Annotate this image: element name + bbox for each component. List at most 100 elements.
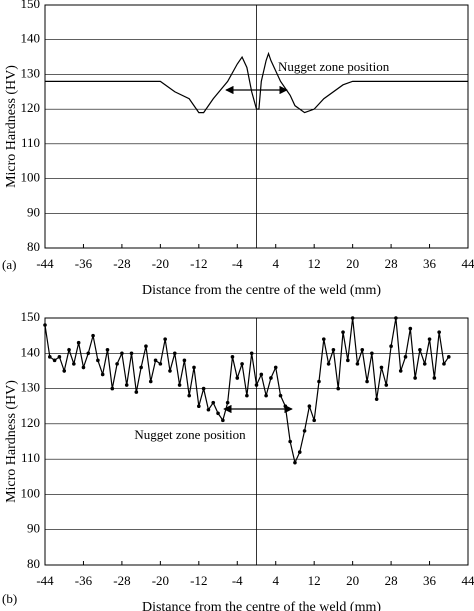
data-point (91, 333, 95, 338)
data-point (297, 450, 302, 454)
data-point (312, 418, 316, 423)
data-point (158, 362, 163, 366)
data-point (182, 358, 187, 363)
data-point (62, 369, 67, 373)
data-point (201, 386, 206, 391)
data-point (100, 372, 105, 377)
y-tick-label: 120 (21, 415, 41, 430)
x-tick-label: -44 (36, 256, 54, 271)
data-point (341, 330, 345, 334)
data-point (394, 316, 398, 320)
data-point (422, 362, 427, 366)
data-point (148, 379, 153, 384)
y-tick-label: 100 (21, 485, 41, 500)
x-tick-label: 20 (346, 573, 359, 588)
data-point (249, 351, 254, 356)
y-tick-label: 120 (21, 100, 41, 115)
data-line (44, 317, 450, 465)
data-point (254, 383, 259, 387)
x-tick-label: -20 (152, 573, 169, 588)
x-tick-label: -4 (232, 256, 243, 271)
x-tick-label: -36 (75, 573, 93, 588)
y-tick-label: 110 (21, 135, 40, 150)
x-tick-label: -28 (113, 256, 130, 271)
data-point (168, 369, 172, 373)
data-point (432, 376, 437, 380)
data-point (360, 347, 365, 352)
data-point (134, 390, 139, 394)
data-point (57, 355, 62, 359)
plot-frame (44, 4, 469, 249)
data-point (370, 351, 374, 356)
data-point (216, 411, 220, 416)
y-tick-label: 130 (21, 380, 41, 395)
data-point (245, 393, 249, 398)
data-point (43, 323, 47, 327)
x-tick-label: 12 (308, 256, 321, 271)
data-point (288, 439, 292, 444)
data-point (269, 376, 273, 380)
panel-label: (a) (2, 257, 16, 272)
panel-label: (b) (2, 591, 17, 606)
data-point (72, 362, 76, 366)
data-point (153, 358, 158, 363)
x-tick-label: -12 (190, 573, 207, 588)
data-point (96, 358, 100, 363)
x-tick-label: 44 (462, 256, 474, 271)
data-point (403, 355, 408, 359)
data-point (278, 393, 283, 398)
data-point (398, 369, 403, 373)
x-tick-label: 28 (385, 573, 398, 588)
data-point (321, 337, 326, 341)
data-point (302, 429, 307, 433)
data-point (211, 400, 216, 405)
x-tick-label: 4 (272, 573, 279, 588)
x-tick-label: -4 (232, 573, 243, 588)
data-point (326, 362, 331, 366)
data-point (48, 355, 52, 359)
data-point (110, 386, 115, 391)
data-point (187, 393, 192, 398)
data-point (379, 365, 384, 370)
x-tick-label: 36 (423, 256, 437, 271)
data-point (307, 404, 312, 409)
data-point (86, 351, 91, 356)
y-tick-label: 100 (21, 170, 41, 185)
data-point (273, 365, 278, 370)
data-point (355, 362, 360, 366)
y-tick-label: 140 (21, 31, 41, 46)
y-tick-label: 140 (21, 344, 41, 359)
data-line (45, 51, 468, 114)
x-tick-label: 44 (462, 573, 474, 588)
x-tick-label: -28 (113, 573, 130, 588)
annotation: Nugget zone position (278, 59, 390, 74)
y-tick-label: 90 (27, 521, 40, 536)
data-point (437, 330, 441, 334)
data-point (235, 376, 240, 380)
x-tick-label: 20 (346, 256, 359, 271)
data-point (442, 362, 446, 366)
data-point (76, 340, 81, 345)
data-point (408, 326, 413, 331)
data-point (331, 347, 336, 352)
data-point (52, 358, 57, 363)
x-tick-label: -12 (190, 256, 207, 271)
data-point (206, 407, 211, 412)
x-tick-label: 12 (308, 573, 321, 588)
data-point (350, 316, 355, 320)
data-point (124, 383, 129, 387)
data-point (384, 383, 389, 387)
y-tick-label: 130 (21, 65, 41, 80)
y-axis-label: Micro Hardness (HV) (4, 65, 19, 188)
data-point (365, 379, 369, 384)
data-point (67, 347, 71, 352)
x-axis-label: Distance from the centre of the weld (mm… (142, 283, 381, 298)
data-point (129, 351, 134, 356)
data-point (144, 344, 148, 349)
data-point (221, 418, 225, 423)
y-tick-label: 150 (21, 309, 41, 324)
data-point (293, 460, 297, 465)
